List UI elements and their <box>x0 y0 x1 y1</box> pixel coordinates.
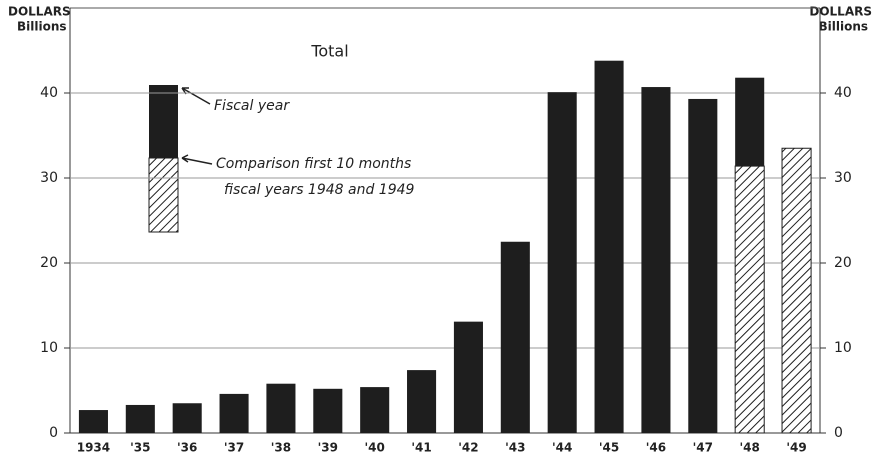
y-axis-label: Billions <box>17 20 67 34</box>
x-tick-label: '41 <box>411 441 431 455</box>
y-tick-label: 30 <box>40 170 58 186</box>
bar <box>500 241 530 433</box>
x-tick-label: '47 <box>693 441 713 455</box>
y-tick-label: 40 <box>40 85 58 101</box>
bar <box>641 87 671 434</box>
x-tick-label: 1934 <box>77 441 110 455</box>
bar <box>547 92 577 434</box>
x-tick-label: '45 <box>599 441 619 455</box>
legend-arrow <box>181 154 213 165</box>
bar <box>360 387 390 433</box>
bar <box>781 147 812 434</box>
bar <box>219 393 249 433</box>
bar <box>407 370 437 433</box>
y2-tick-label: 30 <box>834 170 852 186</box>
y2-tick-label: 40 <box>834 85 852 101</box>
x-tick-label: '35 <box>130 441 150 455</box>
x-tick-label: '38 <box>271 441 291 455</box>
y2-tick-label: 20 <box>834 255 852 271</box>
x-tick-label: '36 <box>177 441 197 455</box>
legend-label: Comparison first 10 months fiscal years 1… <box>216 156 415 198</box>
bar <box>78 410 108 433</box>
chart-title: Total <box>310 42 348 61</box>
bar <box>266 383 296 433</box>
y2-tick-label: 10 <box>834 340 852 356</box>
legend-label: Fiscal year <box>214 98 290 114</box>
x-tick-label: '43 <box>505 441 525 455</box>
bar <box>313 388 343 433</box>
y2-tick-label: 0 <box>834 425 843 441</box>
y2-axis-label: DOLLARS <box>809 5 872 19</box>
legend-swatch <box>148 157 179 233</box>
y2-axis-label: Billions <box>818 20 868 34</box>
y-tick-label: 20 <box>40 255 58 271</box>
bar <box>594 60 624 433</box>
y-tick-label: 10 <box>40 340 58 356</box>
x-tick-label: '37 <box>224 441 244 455</box>
bar <box>125 404 155 433</box>
x-tick-label: '49 <box>786 441 806 455</box>
x-tick-label: '39 <box>318 441 338 455</box>
bar <box>734 165 765 434</box>
x-tick-label: '40 <box>365 441 385 455</box>
x-tick-label: '44 <box>552 441 572 455</box>
bar <box>172 403 202 433</box>
legend-arrow <box>181 87 211 105</box>
x-tick-label: '48 <box>740 441 760 455</box>
y-axis-label: DOLLARS <box>8 5 71 19</box>
bar <box>453 321 483 433</box>
y-tick-label: 0 <box>49 425 58 441</box>
legend-swatch <box>149 85 178 158</box>
x-tick-label: '46 <box>646 441 666 455</box>
x-tick-label: '42 <box>458 441 478 455</box>
bar <box>688 98 718 433</box>
